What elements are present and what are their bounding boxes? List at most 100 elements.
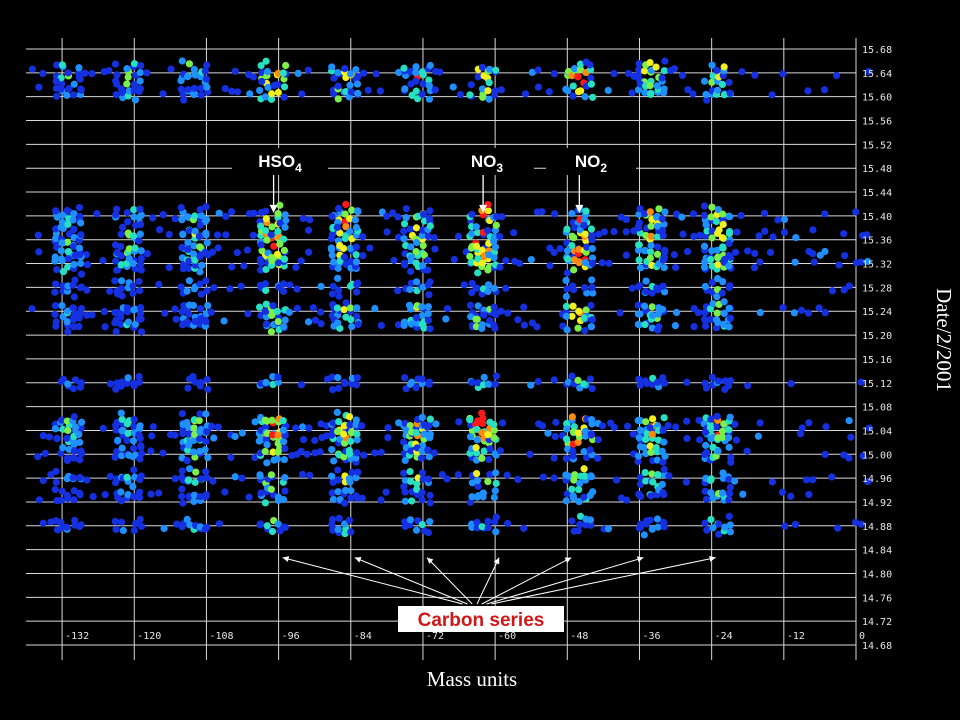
data-point: [71, 516, 79, 525]
data-point: [834, 524, 842, 532]
data-point: [575, 498, 583, 506]
data-point: [425, 76, 433, 84]
data-point: [474, 269, 482, 277]
data-point: [642, 477, 650, 485]
data-point: [702, 221, 710, 229]
data-point: [484, 477, 492, 486]
data-point: [130, 206, 138, 214]
data-point: [191, 71, 199, 79]
data-point: [75, 522, 84, 531]
data-point: [63, 318, 71, 326]
data-point: [586, 61, 594, 69]
data-point: [725, 262, 733, 270]
data-point: [706, 423, 714, 432]
data-point: [347, 88, 355, 96]
y-tick-label: 15.68: [862, 45, 892, 56]
data-point: [622, 216, 630, 224]
data-point: [249, 231, 257, 239]
data-point: [192, 468, 200, 476]
data-point: [581, 93, 589, 101]
data-point: [564, 87, 572, 95]
data-point: [240, 262, 248, 270]
data-point: [857, 520, 865, 528]
data-point: [123, 80, 131, 88]
data-point: [190, 84, 198, 92]
data-point: [851, 518, 860, 526]
data-point: [635, 490, 643, 498]
data-point: [413, 95, 422, 103]
data-point: [70, 447, 79, 455]
data-point: [713, 86, 722, 94]
data-point: [701, 519, 709, 527]
data-point: [371, 449, 379, 457]
data-point: [348, 468, 356, 477]
data-point: [238, 474, 246, 482]
data-point: [136, 515, 144, 524]
data-point: [280, 523, 288, 531]
data-point: [358, 422, 366, 430]
data-point: [334, 525, 342, 534]
data-point: [58, 416, 66, 424]
data-point: [297, 381, 306, 389]
data-point: [348, 322, 356, 331]
data-point: [485, 79, 493, 87]
data-point: [129, 289, 137, 297]
data-point: [583, 453, 591, 462]
data-point: [341, 65, 349, 73]
y-tick-label: 15.60: [862, 93, 892, 104]
data-point: [267, 95, 276, 103]
data-point: [70, 413, 78, 421]
data-point: [491, 87, 499, 95]
data-point: [743, 447, 751, 455]
data-point: [352, 416, 360, 424]
data-point: [64, 426, 72, 434]
data-point: [53, 266, 61, 274]
data-point: [636, 520, 645, 528]
data-point: [333, 408, 341, 417]
data-point: [191, 227, 199, 235]
data-point: [563, 419, 571, 428]
data-point: [273, 250, 282, 259]
data-point: [726, 528, 735, 536]
data-point: [329, 282, 337, 290]
data-point: [58, 61, 66, 69]
data-point: [81, 69, 89, 77]
data-point: [660, 254, 668, 262]
data-point: [113, 80, 121, 88]
data-point: [123, 304, 131, 312]
annotation-arrowhead: [269, 204, 278, 213]
data-point: [412, 384, 420, 392]
data-point: [196, 305, 204, 313]
data-point: [642, 277, 650, 285]
data-point: [412, 77, 420, 85]
data-point: [504, 519, 512, 528]
data-point: [148, 432, 156, 440]
data-point: [653, 515, 662, 523]
data-point: [317, 308, 325, 316]
data-point: [136, 309, 145, 318]
data-point: [406, 267, 415, 276]
data-point: [455, 418, 463, 426]
data-point: [63, 454, 71, 462]
data-point: [641, 468, 649, 477]
data-point: [840, 451, 848, 459]
data-point: [359, 252, 367, 260]
y-tick-label: 15.40: [862, 212, 892, 223]
data-point: [113, 71, 121, 79]
data-point: [527, 381, 535, 389]
data-point: [720, 420, 728, 428]
data-point: [684, 86, 692, 94]
data-point: [171, 475, 179, 483]
data-point: [484, 207, 492, 215]
data-point: [478, 321, 486, 329]
data-point: [70, 242, 78, 251]
data-point: [568, 72, 576, 80]
data-point: [83, 476, 91, 484]
data-point: [472, 223, 480, 231]
data-point: [382, 488, 390, 496]
data-point: [473, 436, 481, 444]
data-point: [112, 91, 120, 99]
y-tick-label: 15.48: [862, 164, 892, 175]
data-point: [407, 447, 415, 455]
